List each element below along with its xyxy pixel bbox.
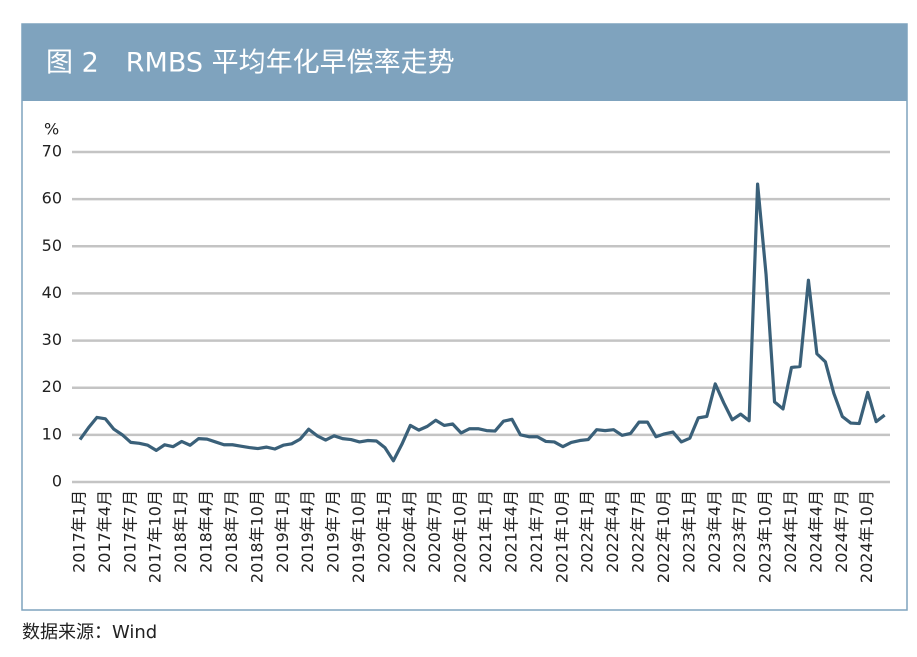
x-tick-label: 2020年7月 <box>425 490 444 573</box>
x-tick-label: 2017年1月 <box>70 490 89 573</box>
x-tick-label: 2018年7月 <box>222 490 241 573</box>
x-tick-label: 2018年1月 <box>171 490 190 573</box>
y-unit: % <box>44 120 59 139</box>
x-tick-label: 2020年1月 <box>374 490 393 573</box>
x-tick-label: 2023年7月 <box>730 490 749 573</box>
x-tick-label: 2024年1月 <box>781 490 800 573</box>
x-tick-label: 2020年4月 <box>400 490 419 573</box>
y-tick-label: 60 <box>42 189 62 208</box>
y-tick-label: 70 <box>42 142 62 161</box>
x-tick-label: 2021年10月 <box>552 490 571 583</box>
y-tick-label: 0 <box>52 472 62 491</box>
chart-title: 图 2 RMBS 平均年化早偿率走势 <box>46 48 455 79</box>
source: 数据来源：Wind <box>22 622 157 643</box>
x-tick-label: 2018年10月 <box>247 490 266 583</box>
data-line <box>78 182 886 463</box>
x-tick-label: 2017年4月 <box>95 490 114 573</box>
x-tick-label: 2021年7月 <box>527 490 546 573</box>
x-tick-label: 2019年1月 <box>273 490 292 573</box>
y-tick-label: 10 <box>42 424 62 443</box>
x-tick-label: 2023年4月 <box>705 490 724 573</box>
header-band <box>22 24 907 101</box>
y-tick-label: 40 <box>42 283 62 302</box>
x-tick-label: 2024年4月 <box>806 490 825 573</box>
x-tick-label: 2024年10月 <box>857 490 876 583</box>
x-tick-label: 2024年7月 <box>832 490 851 573</box>
x-tick-label: 2019年7月 <box>324 490 343 573</box>
x-tick-label: 2022年10月 <box>654 490 673 583</box>
x-tick-label: 2018年4月 <box>197 490 216 573</box>
x-tick-label: 2019年4月 <box>298 490 317 573</box>
x-tick-label: 2017年7月 <box>120 490 139 573</box>
x-tick-label: 2023年10月 <box>756 490 775 583</box>
y-tick-label: 20 <box>42 377 62 396</box>
x-tick-label: 2019年10月 <box>349 490 368 583</box>
y-tick-label: 30 <box>42 330 62 349</box>
y-tick-label: 50 <box>42 236 62 255</box>
x-tick-label: 2022年4月 <box>603 490 622 573</box>
x-tick-label: 2020年10月 <box>451 490 470 583</box>
x-tick-label: 2021年1月 <box>476 490 495 573</box>
x-tick-label: 2022年7月 <box>629 490 648 573</box>
x-tick-label: 2021年4月 <box>501 490 520 573</box>
x-tick-label: 2017年10月 <box>146 490 165 583</box>
x-tick-label: 2022年1月 <box>578 490 597 573</box>
x-tick-label: 2023年1月 <box>679 490 698 573</box>
